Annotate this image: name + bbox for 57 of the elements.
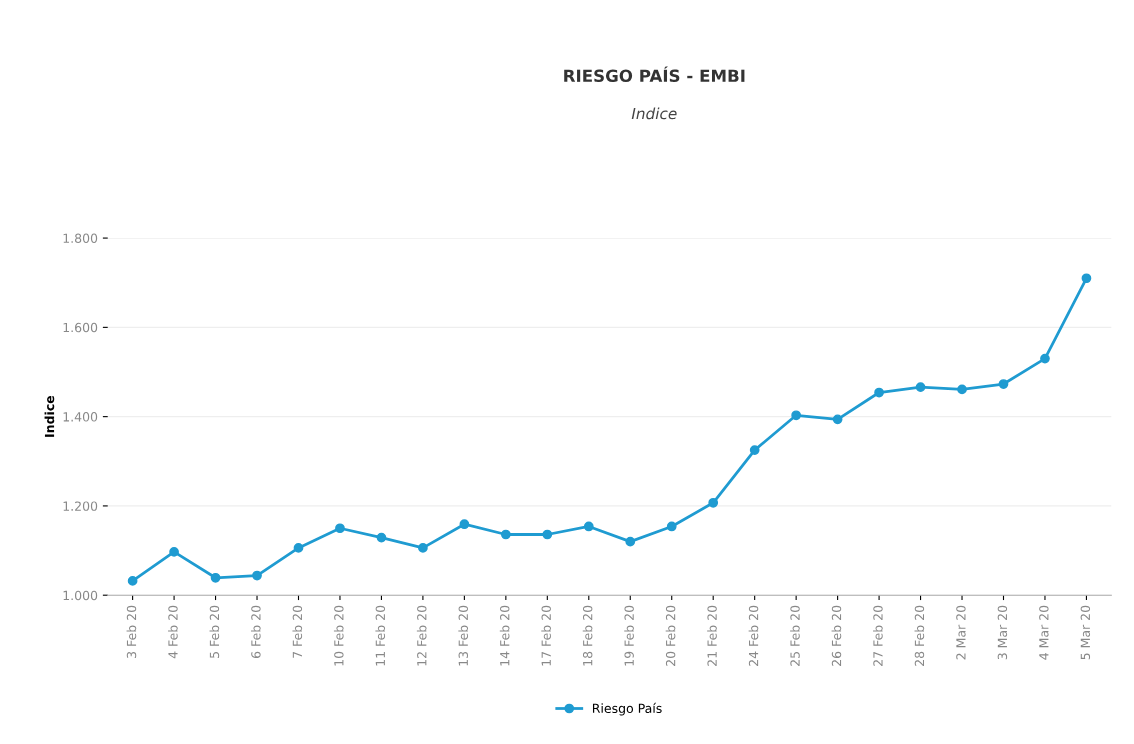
y-axis-title: Indice xyxy=(44,395,55,437)
point xyxy=(500,529,511,540)
point xyxy=(749,445,760,455)
x-tick-label: 7 Feb 20 xyxy=(292,605,303,658)
x-tick-label: 3 Feb 20 xyxy=(126,605,137,658)
x-tick-label: 4 Feb 20 xyxy=(168,605,178,659)
y-tick-label: 1.800 xyxy=(63,233,98,244)
x-tick-label: 28 Feb 20 xyxy=(914,605,925,666)
point xyxy=(252,570,262,581)
x-tick-label: 17 Feb 20 xyxy=(541,605,551,666)
point xyxy=(127,576,138,586)
x-tick-label: 19 Feb 20 xyxy=(624,605,634,666)
point xyxy=(998,379,1009,389)
x-tick-label: 25 Feb 20 xyxy=(790,605,800,666)
chart-title: RIESGO PAÍS - EMBI xyxy=(564,66,745,83)
point xyxy=(293,543,304,553)
x-tick-label: 21 Feb 20 xyxy=(707,605,717,666)
x-tick-label: 5 Mar 20 xyxy=(1080,605,1091,660)
point xyxy=(1081,273,1092,284)
x-tick-label: 6 Feb 20 xyxy=(250,605,261,658)
y-tick-label: 1.000 xyxy=(63,590,98,601)
point xyxy=(957,384,967,395)
x-tick-label: 26 Feb 20 xyxy=(831,605,842,666)
point xyxy=(459,519,470,530)
x-tick-label: 14 Feb 20 xyxy=(499,605,510,666)
y-tick-label: 1.400 xyxy=(63,412,98,422)
y-tick-label: 1.200 xyxy=(63,501,98,511)
x-tick-label: 20 Feb 20 xyxy=(665,605,676,666)
point xyxy=(832,414,843,425)
point xyxy=(666,521,677,532)
x-tick-label: 24 Feb 20 xyxy=(748,605,759,666)
point xyxy=(542,529,553,540)
x-tick-label: 27 Feb 20 xyxy=(873,605,883,666)
point xyxy=(915,382,926,393)
x-tick-label: 2 Mar 20 xyxy=(956,605,966,660)
point xyxy=(169,547,179,557)
point xyxy=(1040,353,1050,364)
x-tick-label: 10 Feb 20 xyxy=(333,605,344,666)
x-tick-label: 13 Feb 20 xyxy=(458,605,468,666)
x-tick-label: 4 Mar 20 xyxy=(1039,605,1049,660)
x-tick-label: 5 Feb 20 xyxy=(209,605,220,658)
x-tick-label: 12 Feb 20 xyxy=(416,605,427,666)
legend-label: Riesgo País xyxy=(592,702,662,716)
point xyxy=(376,532,387,543)
point xyxy=(210,572,221,583)
point xyxy=(708,497,719,508)
point xyxy=(625,536,636,547)
point xyxy=(874,387,884,398)
x-tick-label: 3 Mar 20 xyxy=(997,605,1008,660)
chart-subtitle: Indice xyxy=(631,107,677,120)
point xyxy=(583,521,594,532)
point xyxy=(335,523,345,534)
x-tick-label: 11 Feb 20 xyxy=(375,605,386,666)
point xyxy=(418,543,428,553)
x-tick-label: 18 Feb 20 xyxy=(582,605,593,666)
point xyxy=(791,410,802,421)
y-tick-label: 1.600 xyxy=(63,322,98,333)
